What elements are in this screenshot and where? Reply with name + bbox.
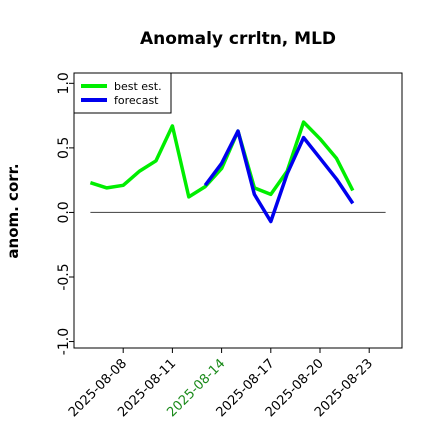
legend-label: best est. [114,80,162,93]
legend-label: forecast [114,94,159,107]
legend-box [73,72,172,114]
y-tick-label: 0.0 [56,201,72,223]
series-line-forecast [203,129,355,224]
chart-title: Anomaly crrltn, MLD [140,29,336,49]
y-tick-label: -1.0 [56,328,72,355]
series-line-best-est [89,120,355,199]
y-axis-label: anom. corr. [4,163,22,258]
y-tick-label: -0.5 [56,263,72,290]
y-tick-label: 1.0 [56,72,72,94]
legend: best est.forecast [73,72,172,114]
y-tick-label: 0.5 [56,137,72,159]
y-axis: 1.0 0.5 0.0 -0.5 -1.0 [56,72,74,355]
plot-frame [73,72,403,349]
series-layer [89,120,355,224]
